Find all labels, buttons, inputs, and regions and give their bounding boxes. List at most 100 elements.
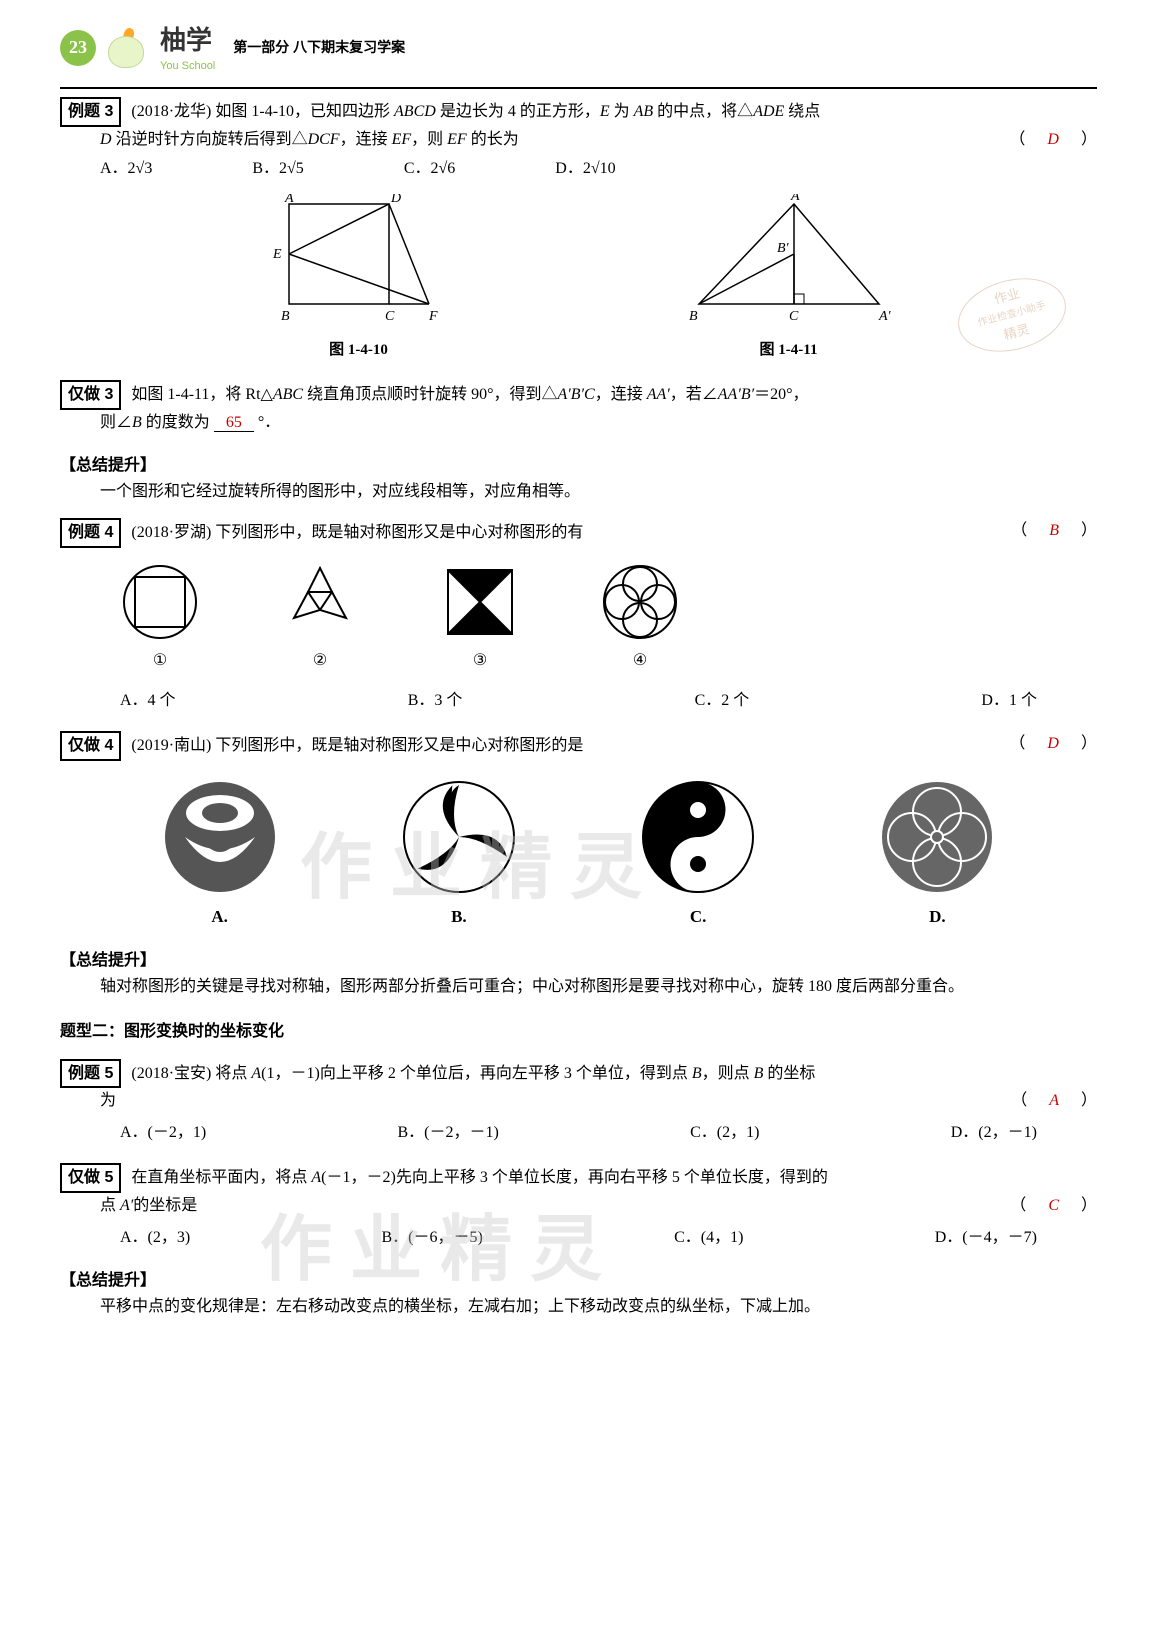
p4-text: 下列图形中，既是轴对称图形又是中心对称图形的是	[215, 737, 583, 754]
shape-2-label: ②	[280, 648, 360, 674]
fig2-caption: 图 1-4-11	[679, 338, 899, 362]
q3-text: 绕点	[784, 103, 820, 120]
q5-line2: 为 （ A ）	[60, 1088, 1097, 1114]
p3-abc2: A′B′C	[557, 386, 594, 403]
symm-a-icon	[160, 777, 280, 897]
q3-answer-slot: （ D ）	[1009, 127, 1097, 153]
q5-pt: A	[251, 1065, 261, 1082]
q5-text: 为	[100, 1092, 116, 1109]
q5-coords: (1，－1)	[261, 1065, 320, 1082]
section-label: 第一部分 八下期末复习学案	[233, 36, 405, 58]
summary3-text: 平移中点的变化规律是：左右移动改变点的横坐标，左减右加；上下移动改变点的纵坐标，…	[60, 1294, 1097, 1320]
shape-1-icon	[120, 562, 200, 642]
shape-1: ①	[120, 562, 200, 674]
p4-answer-slot: （ D ）	[1009, 731, 1097, 757]
q4-opt-c: C．2 个	[695, 688, 750, 714]
q3-source: (2018·龙华)	[131, 103, 211, 120]
summary3-title: 【总结提升】	[60, 1268, 1097, 1294]
svg-text:F: F	[428, 309, 438, 324]
q4-shapes: ① ② ③	[60, 562, 1097, 674]
p5-options: A．(2，3) B．(－6，－5) C．(4，1) D．(－4，－7)	[60, 1225, 1097, 1251]
p3-line2: 则∠B 的度数为 65 °．	[60, 410, 1097, 436]
p5-coords: (－1，－2)	[321, 1169, 396, 1186]
summary2-text: 轴对称图形的关键是寻找对称轴，图形两部分折叠后可重合；中心对称图形是要寻找对称中…	[60, 974, 1097, 1000]
p4-label: 仅做 4	[60, 731, 121, 761]
shape-3-icon	[440, 562, 520, 642]
p3-text: ，连接	[595, 386, 647, 403]
symm-d: D.	[877, 777, 997, 930]
figure-1-4-11: A B′ B C A′ 图 1-4-11	[679, 194, 899, 362]
q5-opt-d: D．(2，－1)	[951, 1120, 1037, 1146]
p5-text: 在直角坐标平面内，将点	[131, 1169, 311, 1186]
p5-text: 先向上平移 3 个单位长度，再向右平移 5 个单位长度，得到的	[396, 1169, 828, 1186]
q4-opt-b: B．3 个	[408, 688, 463, 714]
shape-3-label: ③	[440, 648, 520, 674]
svg-text:C: C	[789, 309, 799, 324]
q3-opt-a: A．2√3	[100, 156, 152, 182]
q3-e: E	[600, 103, 610, 120]
practice-3: 仅做 3 如图 1-4-11，将 Rt△ABC 绕直角顶点顺时针旋转 90°，得…	[60, 380, 1097, 435]
q3-line1: 例题 3 (2018·龙华) 如图 1-4-10，已知四边形 ABCD 是边长为…	[60, 97, 1097, 127]
p3-text: 则∠	[100, 414, 132, 431]
summary2-title: 【总结提升】	[60, 948, 1097, 974]
svg-text:E: E	[272, 247, 282, 262]
fig-1-4-10-svg: A D E B C F	[259, 194, 459, 334]
p3-aab: AA′B′	[718, 386, 754, 403]
svg-text:D: D	[390, 194, 401, 206]
p5-opt-a: A．(2，3)	[120, 1225, 190, 1251]
q4-text: 下列图形中，既是轴对称图形又是中心对称图形的有	[215, 524, 583, 541]
q4-opt-a: A．4 个	[120, 688, 176, 714]
svg-text:B′: B′	[777, 241, 790, 256]
page-header: 23 柚学 You School 第一部分 八下期末复习学案	[60, 20, 1097, 75]
q5-text: 向上平移 2 个单位后，再向左平移 3 个单位，得到点	[320, 1065, 692, 1082]
p5-answer: C	[1042, 1197, 1065, 1214]
practice-4: 仅做 4 (2019·南山) 下列图形中，既是轴对称图形又是中心对称图形的是 （…	[60, 731, 1097, 930]
symm-c-label: C.	[638, 903, 758, 930]
q5-ptb: B	[692, 1065, 702, 1082]
p3-text: 绕直角顶点顺时针旋转 90°，得到△	[303, 386, 557, 403]
p5-opt-c: C．(4，1)	[674, 1225, 743, 1251]
p4-source: (2019·南山)	[131, 737, 211, 754]
p4-answer: D	[1041, 735, 1065, 752]
q3-answer: D	[1041, 131, 1065, 148]
p4-line: 仅做 4 (2019·南山) 下列图形中，既是轴对称图形又是中心对称图形的是 （…	[60, 731, 1097, 761]
brand-name: 柚学	[160, 20, 215, 62]
q5-line1: 例题 5 (2018·宝安) 将点 A(1，－1)向上平移 2 个单位后，再向左…	[60, 1059, 1097, 1089]
p5-opt-d: D．(－4，－7)	[935, 1225, 1037, 1251]
summary1-text: 一个图形和它经过旋转所得的图形中，对应线段相等，对应角相等。	[60, 479, 1097, 505]
p5-pt: A	[311, 1169, 321, 1186]
svg-text:A: A	[284, 194, 294, 206]
q3-opt-c: C．2√6	[404, 156, 455, 182]
q3-text: 沿逆时针方向旋转后得到△	[112, 131, 308, 148]
p3-answer: 65	[214, 414, 254, 432]
p5-text: 的坐标是	[133, 1197, 197, 1214]
p3-abc: ABC	[273, 386, 303, 403]
question-3: 例题 3 (2018·龙华) 如图 1-4-10，已知四边形 ABCD 是边长为…	[60, 97, 1097, 362]
shape-3: ③	[440, 562, 520, 674]
q5-answer-slot: （ A ）	[1011, 1088, 1097, 1114]
symm-d-label: D.	[877, 903, 997, 930]
p5-line2: 点 A′的坐标是 （ C ）	[60, 1193, 1097, 1219]
brand-block: 柚学 You School	[160, 20, 215, 75]
q3-text: ，连接	[340, 131, 392, 148]
symm-b: B.	[399, 777, 519, 930]
shape-2: ②	[280, 562, 360, 674]
topic-2-title: 题型二：图形变换时的坐标变化	[60, 1019, 1097, 1045]
shape-4-icon	[600, 562, 680, 642]
q3-ef: EF	[447, 131, 467, 148]
p3-label: 仅做 3	[60, 380, 121, 410]
p3-text: ＝20°，	[754, 386, 808, 403]
q3-label: 例题 3	[60, 97, 121, 127]
q4-source: (2018·罗湖)	[131, 524, 211, 541]
symm-a: A.	[160, 777, 280, 930]
shape-2-icon	[280, 562, 360, 642]
q3-dcf: DCF	[308, 131, 340, 148]
svg-text:A: A	[790, 194, 800, 204]
q4-answer: B	[1043, 522, 1065, 539]
fig1-caption: 图 1-4-10	[259, 338, 459, 362]
shape-4: ④	[600, 562, 680, 674]
symm-c: C.	[638, 777, 758, 930]
shape-4-label: ④	[600, 648, 680, 674]
q3-text: 的中点，将△	[653, 103, 753, 120]
p3-line1: 仅做 3 如图 1-4-11，将 Rt△ABC 绕直角顶点顺时针旋转 90°，得…	[60, 380, 1097, 410]
